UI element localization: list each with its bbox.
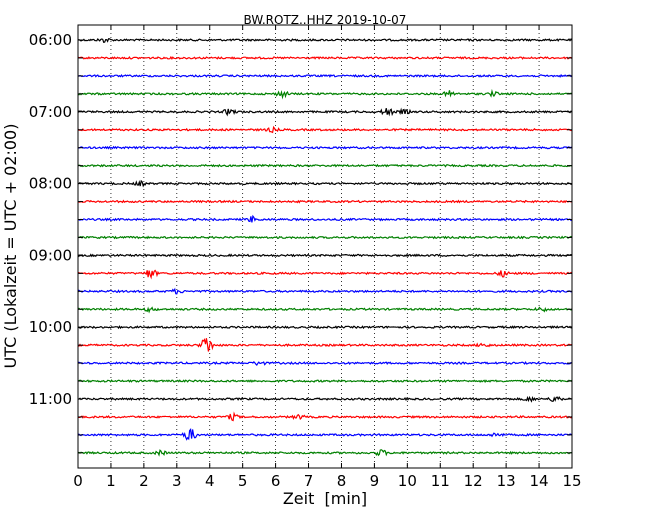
trace-line bbox=[77, 253, 573, 258]
trace-line bbox=[77, 214, 573, 223]
x-tick-label: 4 bbox=[205, 472, 215, 490]
y-tick-label: 10:00 bbox=[29, 318, 72, 336]
x-tick-label: 2 bbox=[139, 472, 149, 490]
x-tick-label: 6 bbox=[271, 472, 281, 490]
x-tick-label: 11 bbox=[431, 472, 450, 490]
x-tick-label: 7 bbox=[304, 472, 314, 490]
y-tick-label: 07:00 bbox=[29, 103, 72, 121]
trace-line bbox=[77, 306, 573, 314]
y-axis-label: UTC (Lokalzeit = UTC + 02:00) bbox=[1, 124, 20, 369]
grid-lines bbox=[110, 25, 540, 468]
x-tick-label: 13 bbox=[497, 472, 516, 490]
y-tick-labels: 06:00 07:00 08:00 09:00 10:00 11:00 bbox=[29, 31, 72, 408]
trace-line bbox=[77, 361, 573, 366]
trace-line bbox=[77, 55, 573, 60]
trace-line bbox=[77, 163, 573, 168]
trace-line bbox=[77, 449, 573, 457]
trace-line bbox=[77, 235, 573, 240]
trace-line bbox=[77, 269, 573, 280]
x-tick-label: 10 bbox=[398, 472, 417, 490]
x-tick-label: 8 bbox=[337, 472, 347, 490]
y-tick-label: 11:00 bbox=[29, 390, 72, 408]
chart-title: BW.ROTZ..HHZ 2019-10-07 bbox=[244, 13, 407, 27]
x-tick-label: 9 bbox=[370, 472, 380, 490]
trace-line bbox=[77, 395, 573, 403]
x-tick-label: 15 bbox=[562, 472, 581, 490]
y-tick-label: 08:00 bbox=[29, 175, 72, 193]
y-tick-label: 09:00 bbox=[29, 246, 72, 264]
trace-line bbox=[77, 338, 573, 352]
trace-line bbox=[77, 125, 573, 134]
x-tick-label: 1 bbox=[106, 472, 116, 490]
x-tick-label: 14 bbox=[530, 472, 549, 490]
x-tick-label: 0 bbox=[73, 472, 83, 490]
trace-line bbox=[77, 325, 573, 330]
trace-line bbox=[77, 88, 573, 100]
trace-line bbox=[77, 411, 573, 422]
trace-line bbox=[77, 379, 573, 384]
x-tick-labels: 0 1 2 3 4 5 6 7 8 9 10 11 12 13 14 15 bbox=[73, 472, 581, 490]
trace-line bbox=[77, 287, 573, 295]
trace-line bbox=[77, 199, 573, 204]
x-tick-label: 5 bbox=[238, 472, 248, 490]
trace-line bbox=[77, 428, 573, 441]
ticks-group bbox=[77, 25, 573, 468]
x-tick-label: 12 bbox=[464, 472, 483, 490]
trace-line bbox=[77, 73, 573, 78]
trace-line bbox=[77, 179, 573, 188]
traces-group bbox=[77, 38, 573, 457]
trace-line bbox=[77, 107, 573, 117]
trace-line bbox=[77, 38, 573, 43]
x-axis-label: Zeit [min] bbox=[283, 489, 367, 508]
x-tick-label: 3 bbox=[172, 472, 182, 490]
y-tick-label: 06:00 bbox=[29, 31, 72, 49]
trace-line bbox=[77, 145, 573, 150]
plot-frame bbox=[77, 24, 573, 469]
